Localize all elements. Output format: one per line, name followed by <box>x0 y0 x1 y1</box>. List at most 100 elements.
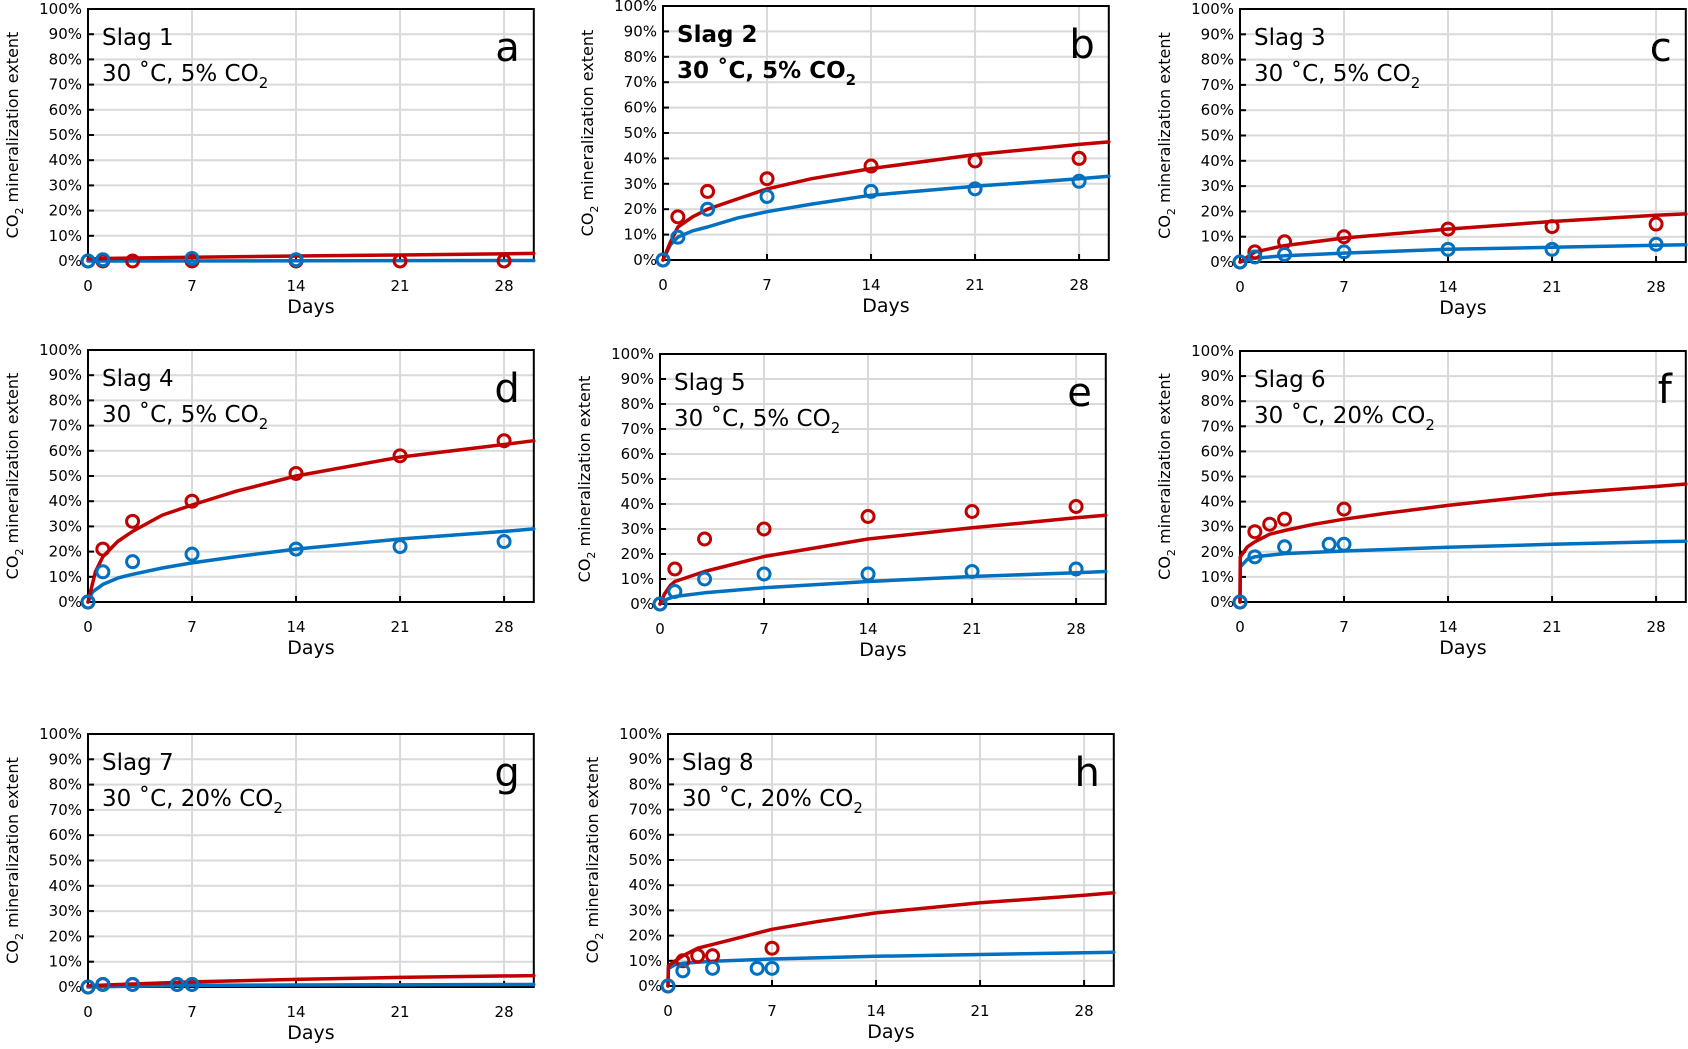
y-tick-label: 50% <box>621 470 654 488</box>
y-tick-label: 10% <box>49 227 82 245</box>
data-point-red <box>184 493 200 509</box>
x-axis-title: Days <box>287 296 334 318</box>
panel-letter: c <box>1650 25 1672 71</box>
condition-label: 30 ˚C, 5% CO2 <box>1254 60 1420 92</box>
x-axis-title: Days <box>867 1021 914 1043</box>
panel-h: 0% 10% 20% 30% 40% 50% 60% 70% 80% 90% 100% 0 7 14 21 2… <box>583 725 1116 1043</box>
data-point-blue <box>1232 254 1248 270</box>
y-tick-label: 20% <box>1201 202 1234 220</box>
data-point-blue <box>967 181 983 197</box>
y-axis-title: CO2 mineralization extent <box>1155 32 1178 239</box>
x-tick-label: 7 <box>1339 618 1349 636</box>
data-point-red <box>863 158 879 174</box>
y-tick-label: 90% <box>1201 25 1234 43</box>
y-tick-label: 30% <box>621 520 654 538</box>
panel-c: 0% 10% 20% 30% 40% 50% 60% 70% 80% 90% 100% 0 7 14 21 2… <box>1155 0 1688 319</box>
y-tick-label: 20% <box>629 927 662 945</box>
y-axis-title-subscript: 2 <box>1165 208 1178 215</box>
data-point-red <box>700 183 716 199</box>
y-tick-label: 40% <box>49 492 82 510</box>
x-tick-label: 0 <box>1235 278 1245 296</box>
y-tick-label: 50% <box>49 467 82 485</box>
x-axis-title: Days <box>287 637 334 659</box>
x-tick-label: 21 <box>963 620 982 638</box>
x-tick-label: 28 <box>1067 620 1086 638</box>
data-point-blue <box>670 229 686 245</box>
data-point-blue <box>1068 561 1084 577</box>
data-point-red <box>1440 221 1456 237</box>
data-point-blue <box>652 596 668 612</box>
y-axis-title: CO2 mineralization extent <box>3 373 26 580</box>
data-point-blue <box>860 566 876 582</box>
x-tick-label: 14 <box>1438 618 1457 636</box>
y-tick-label: 0% <box>633 251 657 269</box>
condition-text: 30 ˚C, 5% CO <box>102 401 259 428</box>
y-tick-label: 40% <box>621 495 654 513</box>
x-tick-label: 7 <box>187 618 197 636</box>
slag-label: Slag 3 <box>1254 25 1326 51</box>
y-tick-label: 100% <box>611 345 654 363</box>
y-tick-label: 20% <box>49 927 82 945</box>
data-point-blue <box>1336 536 1352 552</box>
panel-letter: f <box>1658 367 1673 413</box>
x-tick-label: 28 <box>1075 1002 1094 1020</box>
data-point-red <box>697 531 713 547</box>
data-point-blue <box>1336 244 1352 260</box>
panel-b: 0% 10% 20% 30% 40% 50% 60% 70% 80% 90% 100% 0 7 14 21 2… <box>578 0 1111 317</box>
slag-label: Slag 2 <box>677 22 757 48</box>
y-axis-title-co: CO <box>3 215 22 239</box>
fit-curve-blue <box>86 527 536 604</box>
y-tick-label: 30% <box>624 175 657 193</box>
x-tick-label: 14 <box>861 276 880 294</box>
y-tick-label: 30% <box>49 176 82 194</box>
y-tick-label: 10% <box>1201 568 1234 586</box>
y-axis-title-rest: mineralization extent <box>583 757 602 933</box>
y-tick-label: 40% <box>49 877 82 895</box>
y-tick-label: 70% <box>629 801 662 819</box>
y-tick-label: 60% <box>49 826 82 844</box>
y-tick-label: 60% <box>49 442 82 460</box>
data-point-red <box>967 153 983 169</box>
y-tick-label: 90% <box>624 22 657 40</box>
y-tick-label: 0% <box>1210 253 1234 271</box>
fit-curve-blue <box>86 258 536 263</box>
y-axis-title-subscript: 2 <box>1165 549 1178 556</box>
data-point-red <box>860 509 876 524</box>
condition-subscript: 2 <box>853 799 863 817</box>
condition-subscript: 2 <box>846 71 856 89</box>
data-point-blue <box>184 976 200 992</box>
fit-curve-blue <box>86 982 536 989</box>
x-axis-title: Days <box>859 639 906 661</box>
x-tick-label: 7 <box>187 277 197 295</box>
y-tick-label: 0% <box>1210 593 1234 611</box>
data-point-blue <box>392 539 408 555</box>
data-point-red <box>1336 229 1352 245</box>
condition-subscript: 2 <box>1411 74 1421 92</box>
y-axis-title-rest: mineralization extent <box>3 757 22 933</box>
y-tick-label: 100% <box>1191 0 1234 18</box>
condition-text: 30 ˚C, 5% CO <box>674 405 831 432</box>
data-point-blue <box>288 541 304 557</box>
fit-curve-red <box>1238 482 1688 604</box>
y-axis-title-rest: mineralization extent <box>575 376 594 552</box>
x-tick-label: 0 <box>1235 618 1245 636</box>
x-tick-label: 28 <box>1647 618 1666 636</box>
y-tick-label: 60% <box>1201 101 1234 119</box>
x-tick-label: 7 <box>762 276 772 294</box>
data-point-blue <box>80 979 96 995</box>
data-point-blue <box>1277 246 1293 262</box>
panel-letter: a <box>495 25 520 71</box>
data-point-red <box>667 561 683 577</box>
slag-label: Slag 5 <box>674 370 746 396</box>
data-point-red <box>675 953 691 969</box>
y-tick-label: 100% <box>39 725 82 743</box>
data-point-red <box>392 253 408 269</box>
y-tick-label: 0% <box>638 977 662 995</box>
y-tick-label: 30% <box>49 517 82 535</box>
slag-label: Slag 7 <box>102 750 174 776</box>
y-axis-title-subscript: 2 <box>585 552 598 559</box>
y-axis-title-co: CO <box>583 940 602 964</box>
y-tick-label: 50% <box>49 852 82 870</box>
y-tick-label: 20% <box>621 545 654 563</box>
y-tick-label: 50% <box>629 851 662 869</box>
